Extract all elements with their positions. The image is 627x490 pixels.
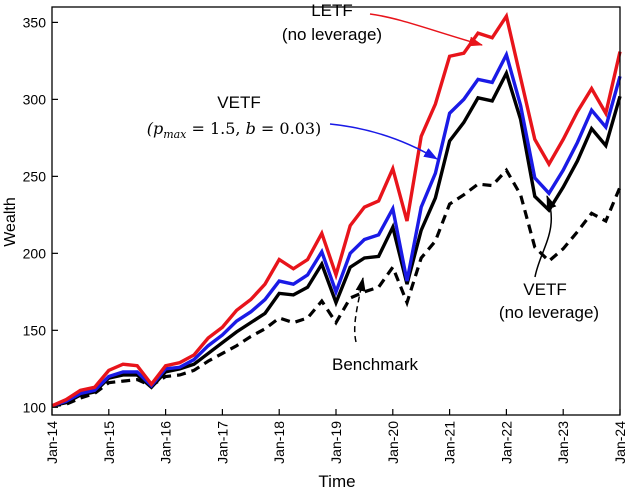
axes-layer: 100 150 200 250 300 350 Jan-14 Jan-15 Jan-16 Jan-…	[23, 6, 627, 464]
annotation-vetf-arrow	[329, 123, 438, 160]
annotation-vetf-math: (pmax = 1.5, b = 0.03)	[147, 119, 322, 141]
plot-frame	[51, 6, 621, 416]
annotation-letf-line2: (no leverage)	[282, 25, 382, 44]
x-tick-label: Jan-17	[214, 421, 230, 464]
series-line-vetf	[51, 50, 622, 408]
y-tick-label: 300	[23, 91, 47, 107]
annotation-benchmark-label: Benchmark	[332, 355, 418, 374]
series-layer	[51, 11, 622, 408]
x-tick-label: Jan-15	[101, 421, 117, 464]
x-tick-label: Jan-18	[271, 421, 287, 464]
x-tick-label: Jan-21	[442, 421, 458, 464]
x-tick-label: Jan-24	[612, 421, 627, 464]
y-axis-label: Wealth	[2, 197, 19, 247]
y-tick-label: 150	[23, 322, 47, 338]
annotation-letf: LETF (no leverage)	[282, 1, 483, 47]
x-tick-label: Jan-23	[555, 421, 571, 464]
x-tick-label: Jan-20	[385, 421, 401, 464]
series-line-benchmark	[51, 167, 622, 408]
annotation-benchmark: Benchmark	[332, 277, 418, 374]
annotation-benchmark-arrow	[353, 277, 366, 343]
y-tick-label: 350	[23, 14, 47, 30]
y-tick-label: 100	[23, 399, 47, 415]
x-tick-label: Jan-22	[498, 421, 514, 464]
annotation-vetf-nolev-arrow	[534, 195, 557, 278]
x-tick-label: Jan-14	[44, 421, 60, 464]
x-axis-label: Time	[318, 472, 355, 490]
annotation-vetf-line1: VETF	[217, 93, 260, 112]
y-tick-label: 250	[23, 168, 47, 184]
x-tick-label: Jan-16	[158, 421, 174, 464]
annotation-vetf: VETF (pmax = 1.5, b = 0.03)	[147, 93, 438, 160]
annotation-letf-line1: LETF	[311, 1, 353, 20]
x-tick-label: Jan-19	[328, 421, 344, 464]
y-tick-label: 200	[23, 245, 47, 261]
annotation-vetf-nolev-line1: VETF	[523, 280, 566, 299]
annotation-vetf-nolev-line2: (no leverage)	[499, 303, 599, 322]
annotation-vetf-nolev: VETF (no leverage)	[499, 195, 599, 322]
annotation-letf-arrow	[369, 13, 483, 47]
series-line-letf	[51, 11, 622, 408]
